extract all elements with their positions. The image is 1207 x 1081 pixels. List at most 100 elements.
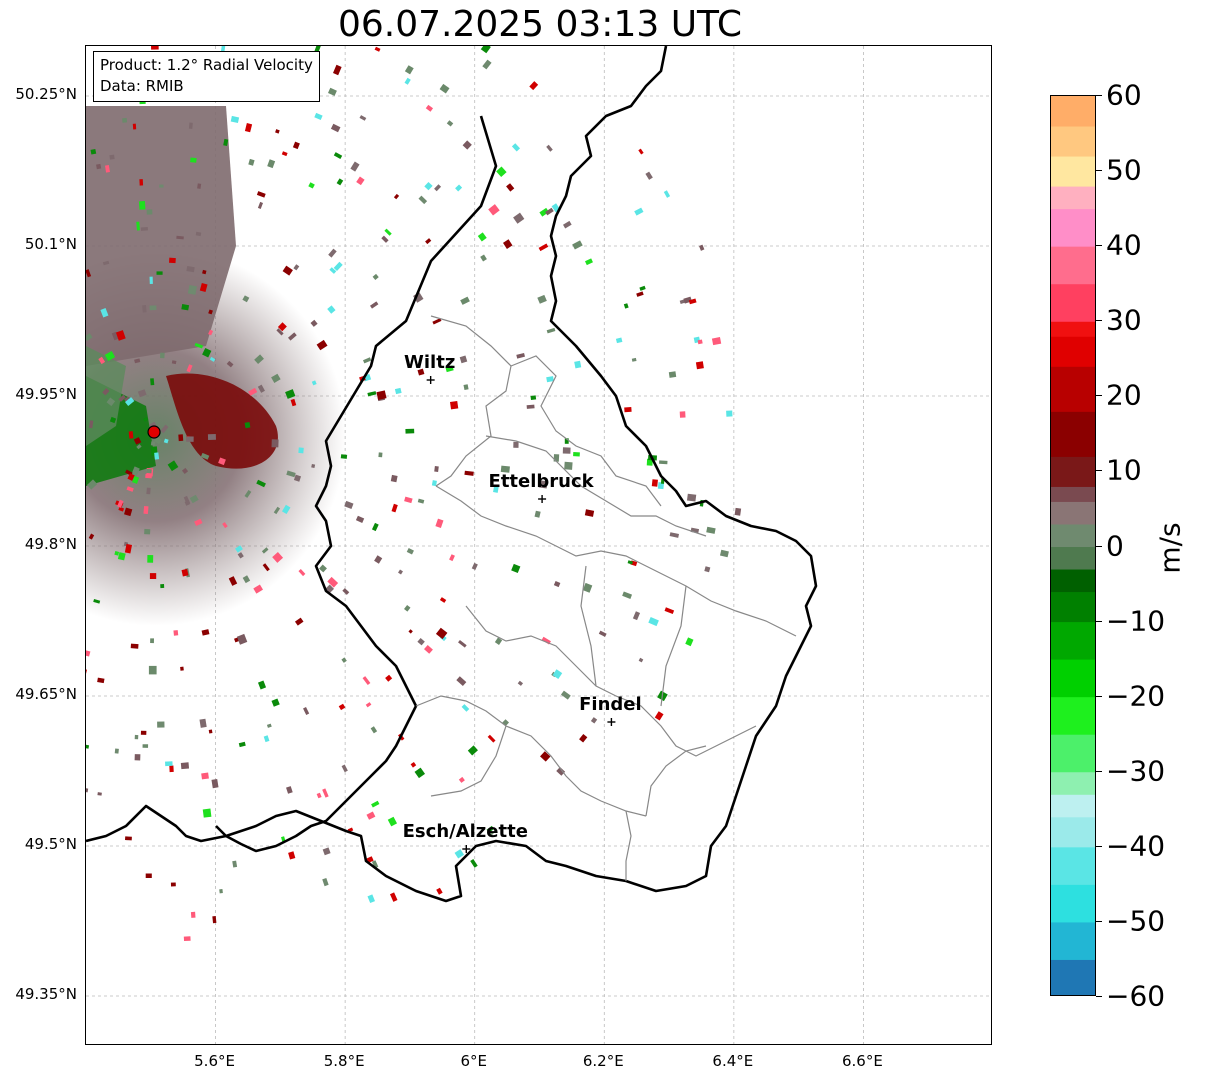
echo-pixel [440,597,446,603]
echo-pixel [322,788,328,797]
echo-pixel [125,836,132,840]
echo-pixel [275,129,280,133]
echo-pixel [181,762,189,769]
echo-pixel [209,730,213,734]
echo-pixel [434,184,441,191]
echo-pixel [440,84,450,94]
echo-pixel [685,637,693,646]
colorbar-swatch [1051,284,1096,322]
echo-pixel [726,410,732,416]
colorbar-tick-mark [1096,320,1102,321]
echo-pixel [378,452,382,457]
echo-pixel [599,631,607,637]
echo-pixel [311,464,315,468]
echo-pixel [308,182,315,188]
echo-pixel [159,185,163,188]
colorbar-swatch [1051,524,1096,547]
echo-pixel [376,390,386,400]
echo-pixel [160,584,164,588]
echo-pixel [553,669,563,679]
colorbar-swatch [1051,366,1096,412]
echo-pixel [506,183,514,191]
longitude-tick-label: 5.6°E [194,1052,235,1070]
echo-pixel [470,859,478,868]
echo-pixel [633,611,640,620]
echo-pixel [405,429,414,434]
echo-pixel [573,452,580,456]
colorbar-tick-mark [1096,245,1102,246]
echo-pixel [516,353,525,359]
product-info-box: Product: 1.2° Radial Velocity Data: RMIB [93,51,320,102]
longitude-tick-label: 6.4°E [712,1052,753,1070]
echo-pixel [86,788,88,793]
echo-pixel [460,356,468,364]
echo-pixel [496,167,507,178]
echo-pixel [546,145,553,152]
colorbar-swatch [1051,126,1096,157]
colorbar-swatch [1051,794,1096,817]
echo-pixel [328,88,337,96]
echo-pixel [298,447,303,453]
city-label: Ettelbruck [489,471,594,492]
colorbar-tick-label: −40 [1106,829,1165,862]
echo-pixel [579,734,587,742]
radar-echoes [86,106,346,626]
echo-pixel [665,607,675,614]
echo-pixel [264,735,270,742]
echo-pixel [395,388,402,394]
echo-pixel [328,249,337,258]
echo-pixel [303,707,309,715]
colorbar-tick-mark [1096,395,1102,396]
colorbar-swatch [1051,156,1096,187]
echo-pixel [356,177,364,186]
echo-pixel [366,702,372,707]
city-label: Findel [579,694,642,715]
echo-pixel [141,731,147,735]
colorbar-swatches [1051,96,1096,996]
echo-pixel [295,618,304,626]
echo-pixel [518,681,523,686]
echo-pixel [157,722,164,728]
echo-pixel [424,182,432,190]
echo-pixel [398,570,403,575]
echo-pixel [356,516,364,523]
colorbar-tick-label: −60 [1106,980,1165,1013]
echo-pixel [248,159,254,166]
colorbar-swatch [1051,186,1096,209]
echo-pixel [450,401,458,409]
echo-pixel [391,475,398,482]
echo-pixel [371,801,379,808]
echo-pixel [639,658,644,663]
colorbar-tick-label: −10 [1106,604,1165,637]
echo-pixel [208,434,216,440]
echo-pixel [341,657,346,662]
echo-pixel [143,506,148,514]
echo-pixel [339,704,346,710]
echo-pixel [373,274,379,280]
echo-pixel [405,78,411,85]
echo-pixel [512,143,520,151]
echo-pixel [331,124,341,132]
echo-pixel [513,442,518,448]
echo-pixel [616,338,622,344]
echo-pixel [237,634,247,645]
echo-pixel [109,155,114,160]
echo-pixel [314,113,322,120]
colorbar-swatch [1051,817,1096,848]
echo-pixel [360,115,367,121]
colorbar-swatch [1051,734,1096,772]
echo-pixel [634,208,643,216]
colorbar-tick-mark [1096,771,1102,772]
colorbar-tick-label: 50 [1106,154,1142,187]
echo-pixel [341,454,347,459]
longitude-tick-label: 6°E [460,1052,487,1070]
echo-pixel [585,258,593,265]
echo-pixel [664,190,670,198]
echo-pixel [511,564,520,573]
echo-pixel [464,471,473,476]
echo-pixel [212,916,216,923]
colorbar-swatch [1051,456,1096,487]
product-label: Product: 1.2° Radial Velocity [100,55,313,76]
echo-pixel [232,861,237,868]
echo-pixel [481,46,491,53]
